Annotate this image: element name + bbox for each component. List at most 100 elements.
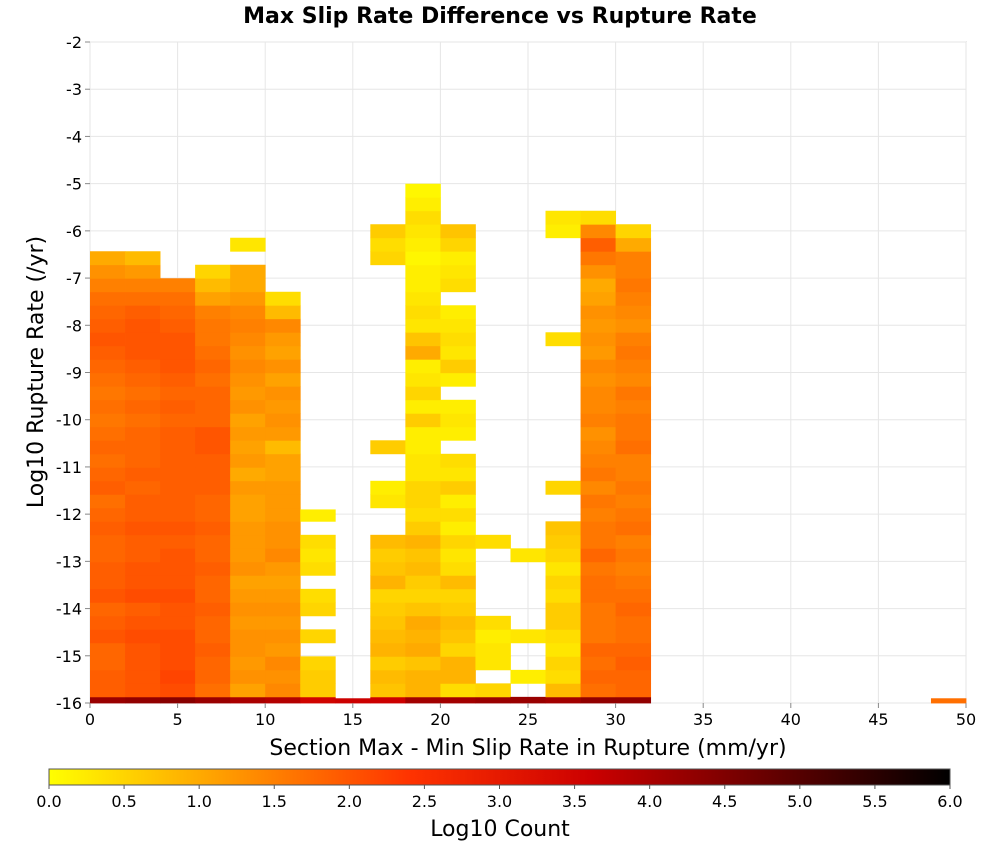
heatmap-cell bbox=[230, 629, 266, 644]
heatmap-cell bbox=[370, 548, 406, 563]
heatmap-cell bbox=[580, 683, 616, 698]
heatmap-cell bbox=[545, 561, 581, 576]
heatmap-cell bbox=[440, 237, 476, 252]
colorbar-tick-label: 1.0 bbox=[186, 792, 211, 811]
heatmap-cell bbox=[440, 251, 476, 266]
heatmap-cell bbox=[580, 372, 616, 387]
heatmap-cell bbox=[125, 264, 161, 279]
heatmap-cell bbox=[230, 575, 266, 590]
colorbar-tick-label: 2.0 bbox=[337, 792, 362, 811]
heatmap-cell bbox=[405, 534, 441, 549]
heatmap-cell bbox=[195, 507, 231, 522]
heatmap-cell bbox=[615, 561, 652, 576]
heatmap-cell bbox=[370, 615, 406, 630]
x-tick-label: 5 bbox=[173, 710, 183, 729]
heatmap-cell bbox=[580, 224, 616, 239]
heatmap-cell bbox=[405, 291, 441, 306]
heatmap-cell bbox=[580, 440, 616, 455]
heatmap-cell bbox=[230, 548, 266, 563]
heatmap-cell bbox=[230, 237, 266, 252]
heatmap-cell bbox=[405, 332, 441, 347]
heatmap-cell bbox=[125, 629, 161, 644]
heatmap-cell bbox=[265, 467, 301, 482]
heatmap-cell bbox=[125, 615, 161, 630]
heatmap-cell bbox=[230, 480, 266, 495]
heatmap-cell bbox=[230, 359, 266, 374]
heatmap-cell bbox=[300, 656, 336, 671]
heatmap-cell bbox=[160, 291, 196, 306]
heatmap-cell bbox=[405, 197, 441, 212]
heatmap-cell bbox=[615, 332, 652, 347]
heatmap-cell bbox=[475, 683, 511, 698]
heatmap-cell bbox=[90, 453, 126, 468]
heatmap-cell bbox=[405, 440, 441, 455]
heatmap-cell bbox=[195, 669, 231, 684]
heatmap-cell bbox=[405, 278, 441, 293]
heatmap-cell bbox=[125, 507, 161, 522]
heatmap-cell bbox=[615, 629, 652, 644]
heatmap-cell bbox=[230, 399, 266, 414]
heatmap-cell bbox=[930, 698, 967, 704]
heatmap-cell bbox=[615, 642, 652, 657]
x-tick-label: 40 bbox=[781, 710, 801, 729]
heatmap-cell bbox=[475, 656, 511, 671]
heatmap-cell bbox=[230, 642, 266, 657]
heatmap-cell bbox=[125, 494, 161, 509]
heatmap-cell bbox=[405, 237, 441, 252]
heatmap-cell bbox=[125, 696, 161, 704]
heatmap-cell bbox=[160, 372, 196, 387]
heatmap-cell bbox=[195, 494, 231, 509]
heatmap-cell bbox=[440, 453, 476, 468]
heatmap-cell bbox=[545, 521, 581, 536]
heatmap-cell bbox=[440, 575, 476, 590]
heatmap-cell bbox=[160, 683, 196, 698]
heatmap-cell bbox=[370, 629, 406, 644]
heatmap-cell bbox=[195, 561, 231, 576]
heatmap-cell bbox=[370, 642, 406, 657]
heatmap-cell bbox=[90, 332, 126, 347]
heatmap-cell bbox=[265, 426, 301, 441]
heatmap-cell bbox=[195, 359, 231, 374]
heatmap-cell bbox=[615, 305, 652, 320]
heatmap-cell bbox=[300, 696, 336, 704]
y-tick-label: -4 bbox=[66, 127, 82, 146]
y-axis-ticks: -2 -3 -4 -5 -6 -7 -8 -9 -10 -11 -12 -13 -14 -15 -16 bbox=[56, 33, 90, 713]
heatmap-cell bbox=[440, 413, 476, 428]
heatmap-cell bbox=[370, 534, 406, 549]
heatmap-cell bbox=[195, 413, 231, 428]
heatmap-cell bbox=[265, 345, 301, 360]
heatmap-cell bbox=[580, 332, 616, 347]
heatmap-cell bbox=[125, 656, 161, 671]
heatmap-cell bbox=[440, 318, 476, 333]
heatmap-cell bbox=[615, 413, 652, 428]
heatmap-cell bbox=[440, 264, 476, 279]
colorbar-tick-label: 1.5 bbox=[262, 792, 287, 811]
heatmap-cell bbox=[440, 642, 476, 657]
heatmap-cell bbox=[545, 669, 581, 684]
heatmap-cell bbox=[300, 602, 336, 617]
heatmap-cell bbox=[615, 467, 652, 482]
heatmap-cell bbox=[265, 629, 301, 644]
heatmap-cell bbox=[160, 615, 196, 630]
heatmap-cell bbox=[195, 575, 231, 590]
heatmap-cell bbox=[405, 251, 441, 266]
heatmap-cell bbox=[580, 588, 616, 603]
heatmap-cell bbox=[370, 669, 406, 684]
heatmap-cell bbox=[90, 251, 126, 266]
heatmap-cell bbox=[90, 656, 126, 671]
heatmap-cell bbox=[125, 440, 161, 455]
heatmap-cell bbox=[265, 588, 301, 603]
y-tick-label: -8 bbox=[66, 316, 82, 335]
heatmap-cell bbox=[230, 318, 266, 333]
heatmap-cell bbox=[300, 548, 336, 563]
heatmap-cell bbox=[440, 696, 476, 704]
heatmap-cell bbox=[440, 426, 476, 441]
heatmap-cell bbox=[90, 345, 126, 360]
heatmap-cell bbox=[440, 467, 476, 482]
heatmap-cell bbox=[125, 534, 161, 549]
heatmap-cell bbox=[230, 534, 266, 549]
x-tick-label: 50 bbox=[956, 710, 976, 729]
heatmap-cell bbox=[125, 278, 161, 293]
y-tick-label: -10 bbox=[56, 411, 82, 430]
